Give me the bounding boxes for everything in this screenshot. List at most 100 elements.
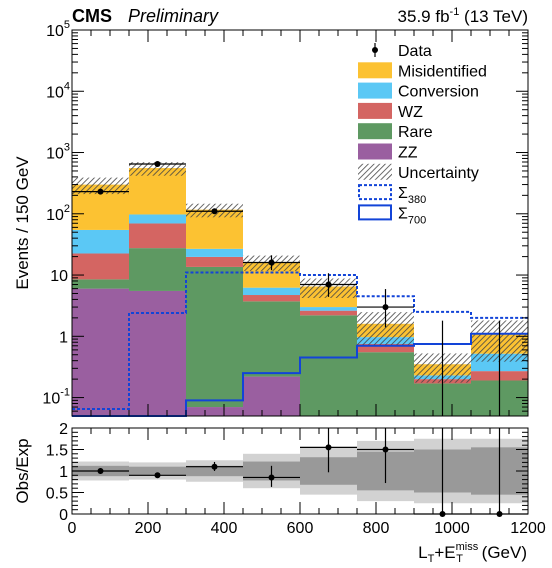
ratio-point [325,444,332,451]
bar-rare [357,352,414,416]
ratio-point [154,472,161,479]
legend-label: Uncertainty [398,165,479,182]
y-tick-exponent: 5 [64,19,70,31]
legend-label-text: ZZ [398,145,418,162]
uncertainty-bin [72,177,129,195]
bar-rare [243,301,300,377]
legend-label: Misidentified [398,63,487,80]
legend-label-sub: 700 [408,214,426,226]
x-tick-label: 1000 [434,520,470,537]
y-tick-label: 1 [59,329,68,346]
legend-label: Σ700 [398,205,426,226]
bar-conversion [72,229,129,254]
y-tick-exponent: 3 [64,142,70,154]
preliminary-label: Preliminary [128,6,219,26]
x-tick-label: 1200 [510,520,546,537]
legend-label-text: Σ [398,185,408,202]
legend-label-text: Data [398,43,432,60]
legend-label-text: Σ [398,205,408,222]
x-tick-label: 600 [287,520,314,537]
cms-label: CMS [72,6,112,26]
bar-zz [186,407,243,416]
legend-label: Σ380 [398,185,426,206]
y-tick-label: 104 [46,80,70,101]
data-point [211,208,218,215]
bar-zz [72,288,129,416]
bar-wz [186,256,243,267]
ratio-point [97,468,104,474]
ratio-y-label: Obs/Exp [13,438,32,503]
bar-wz [129,223,186,249]
bar-conversion [243,287,300,296]
ratio-y-tick-label: 2 [59,421,68,438]
legend-label-text: WZ [398,104,423,121]
legend-swatch-rare [358,123,392,140]
bar-wz [357,343,414,353]
ratio-plot: 00.511.520 200 400 600 800 1000 1200 [46,421,546,537]
ratio-y-tick-label: 0.5 [46,486,68,503]
legend-label-sub: 380 [408,194,426,206]
legend-swatch-conversion [358,82,392,99]
data-point [97,188,104,195]
y-tick-mantissa: 10 [42,391,60,408]
x-tick-label: 0 [68,520,77,537]
ratio-points [72,428,528,517]
y-tick-label: 10 [50,268,68,285]
legend-data-marker [372,47,378,53]
bar-rare [72,279,129,289]
x-tick-label: 800 [363,520,390,537]
legend-swatch-signal-380 [358,184,392,201]
y-tick-exponent: 4 [64,80,70,92]
y-tick-mantissa: 1 [59,329,68,346]
data-point [325,281,332,288]
legend-swatch-zz [358,143,392,160]
y-tick-mantissa: 10 [46,23,64,40]
legend-label-text: Conversion [398,84,479,101]
legend-label: ZZ [398,145,418,162]
legend-label: WZ [398,104,423,121]
y-tick-label: 102 [46,203,70,224]
y-tick-mantissa: 10 [46,207,64,224]
legend-swatch-signal-700 [358,204,392,221]
ratio-y-tick-label: 1.5 [46,443,68,460]
luminosity-label: 35.9 fb-1 (13 TeV) [398,6,528,26]
bar-wz [243,295,300,302]
ratio-point [211,463,218,470]
bar-rare [129,248,186,291]
bar-conversion [300,307,357,311]
uncertainty-bin [129,162,186,176]
bar-rare [300,315,357,416]
y-tick-mantissa: 10 [46,146,64,163]
y-tick-label: 10-1 [42,387,70,408]
ratio-axes: 00.511.520 200 400 600 800 1000 1200 [46,421,546,537]
ratio-point [268,474,275,481]
y-tick-exponent: 2 [64,203,70,215]
ratio-y-tick-label: 1 [59,464,68,481]
legend-label: Data [398,43,432,60]
ratio-inner-band [129,466,186,476]
bar-conversion [186,248,243,257]
legend-label-text: Misidentified [398,63,487,80]
data-point [268,259,275,266]
x-tick-label: 200 [135,520,162,537]
legend-swatch-wz [358,102,392,119]
x-axis-label: LT+Emiss T (GeV) [418,541,527,565]
bar-rare [186,266,243,408]
data-point [154,160,161,167]
legend-swatch-uncertainty [358,163,392,180]
ratio-bands [72,438,528,504]
legend-label: Conversion [398,84,479,101]
bar-conversion [129,214,186,224]
data-point [382,304,389,311]
signal-line-380 [72,271,528,411]
bar-wz [300,310,357,316]
y-axis-label: Events / 150 GeV [13,156,32,290]
ratio-point [382,446,389,453]
legend: Data Misidentified Conversion WZ Rare ZZ Uncer… [358,43,487,226]
y-tick-exponent: -1 [60,387,70,399]
bar-zz [243,376,300,416]
x-tick-label: 400 [211,520,238,537]
